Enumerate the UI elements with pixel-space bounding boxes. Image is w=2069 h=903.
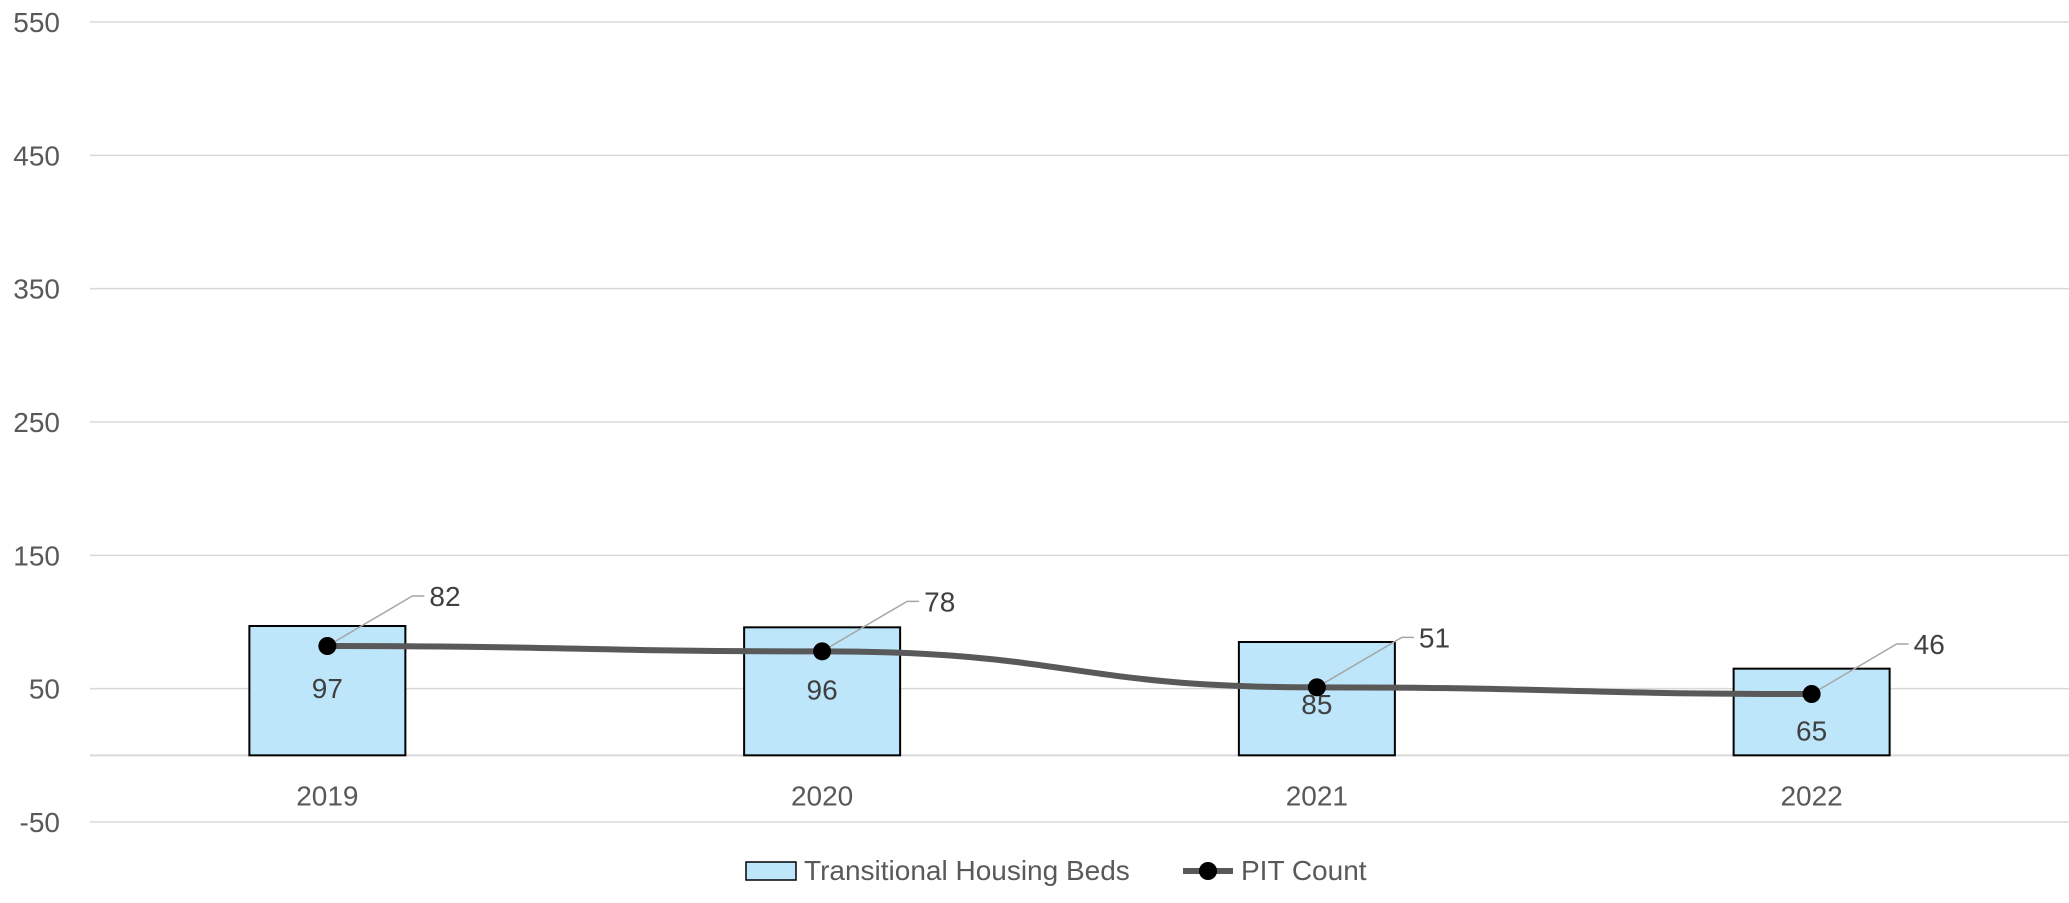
line-value-label: 46 xyxy=(1914,629,1945,660)
bar-value-label: 97 xyxy=(312,673,343,704)
y-tick-label: 250 xyxy=(13,407,60,438)
line-value-label: 78 xyxy=(924,586,955,617)
line-value-label: 82 xyxy=(429,581,460,612)
y-tick-label: 350 xyxy=(13,274,60,305)
x-tick-label: 2022 xyxy=(1780,780,1842,811)
line-point xyxy=(813,642,832,661)
leader-line xyxy=(1316,636,1414,688)
x-tick-label: 2021 xyxy=(1286,780,1348,811)
leader-line xyxy=(821,600,920,652)
y-tick-label: 550 xyxy=(13,7,60,38)
bar-value-label: 96 xyxy=(807,674,838,705)
legend-label-line: PIT Count xyxy=(1241,855,1367,886)
line-point xyxy=(318,637,337,655)
line-point xyxy=(1802,685,1821,703)
x-tick-label: 2019 xyxy=(296,780,358,811)
leader-line xyxy=(1811,643,1909,695)
y-tick-label: -50 xyxy=(20,807,60,838)
bar-value-label: 65 xyxy=(1796,716,1827,747)
pit-count-line xyxy=(324,643,1815,697)
y-tick-label: 450 xyxy=(13,140,60,171)
bar xyxy=(1732,667,1891,757)
x-tick-label: 2020 xyxy=(791,780,853,811)
leader-line xyxy=(326,595,425,647)
bar xyxy=(1237,641,1396,757)
line-point xyxy=(1307,678,1326,697)
line-value-label: 51 xyxy=(1419,622,1450,653)
legend-swatch-bars xyxy=(745,861,797,881)
legend-label-bars: Transitional Housing Beds xyxy=(804,855,1130,886)
y-tick-label: 150 xyxy=(13,540,60,571)
legend-marker-line xyxy=(1199,862,1217,880)
y-tick-label: 50 xyxy=(29,674,60,705)
